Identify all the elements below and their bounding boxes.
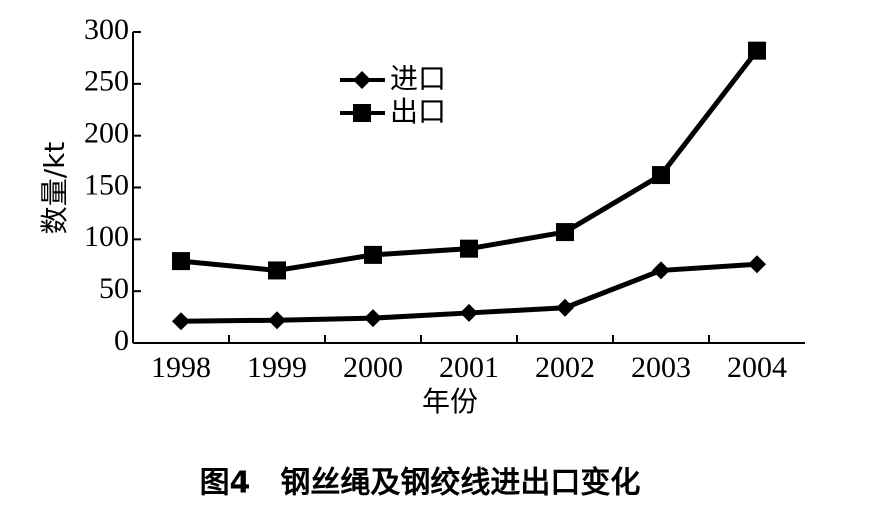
- x-tick-label: 2001: [439, 351, 499, 384]
- x-tick-label: 2002: [535, 351, 595, 384]
- data-point: [268, 261, 286, 280]
- y-tick-label: 100: [84, 220, 129, 253]
- data-point: [172, 252, 190, 271]
- data-point: [556, 223, 574, 242]
- data-point: [364, 245, 382, 264]
- legend-label: 进口: [390, 62, 446, 95]
- data-point: [460, 303, 478, 322]
- data-point: [172, 312, 190, 331]
- data-point: [460, 239, 478, 258]
- x-tick-label: 2004: [727, 351, 787, 384]
- x-tick-label: 2003: [631, 351, 691, 384]
- y-axis-label: 数量/kt: [38, 142, 71, 235]
- data-point: [652, 261, 670, 280]
- series-line: [180, 49, 759, 273]
- data-point: [652, 166, 670, 185]
- x-tick-label: 1999: [247, 351, 307, 384]
- x-tick-label: 2000: [343, 351, 403, 384]
- data-point: [748, 255, 766, 274]
- data-point: [556, 298, 574, 317]
- x-tick-label: 1998: [151, 351, 211, 384]
- x-axis-label: 年份: [422, 385, 478, 418]
- legend-marker: [353, 104, 371, 122]
- data-point: [748, 41, 766, 60]
- legend-marker: [353, 71, 371, 89]
- y-tick-label: 0: [114, 324, 129, 357]
- legend-label: 出口: [390, 95, 446, 128]
- y-tick-label: 200: [84, 117, 129, 150]
- y-tick-label: 150: [84, 168, 129, 201]
- y-tick-label: 250: [84, 65, 129, 98]
- data-point: [364, 309, 382, 328]
- caption: 图4 钢丝绳及钢绞线进出口变化: [200, 466, 641, 501]
- data-point: [268, 311, 286, 330]
- y-tick-label: 50: [99, 272, 129, 305]
- y-tick-label: 300: [84, 13, 129, 46]
